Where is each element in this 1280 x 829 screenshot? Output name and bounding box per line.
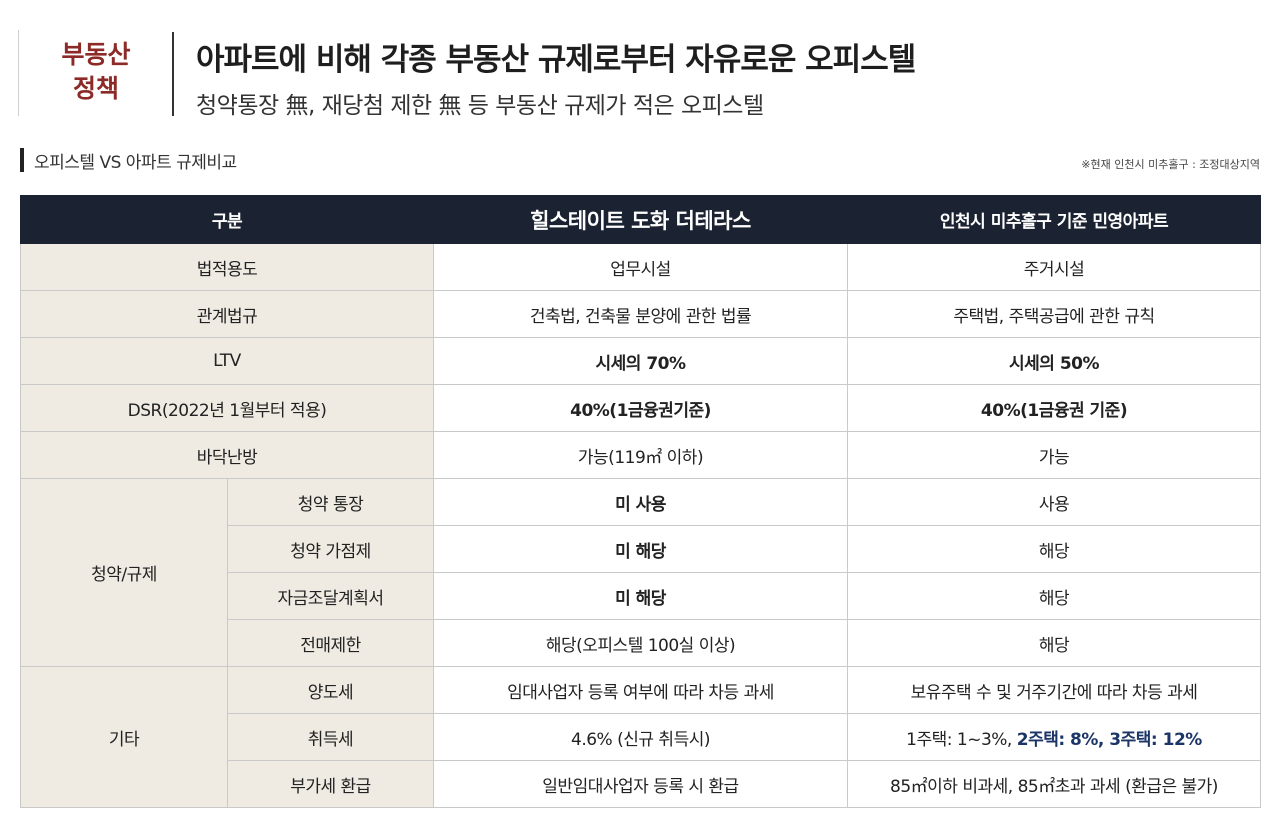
header-apartment: 인천시 미추홀구 기준 민영아파트 [847, 195, 1261, 244]
row-label: 자금조달계획서 [227, 572, 434, 620]
officetel-value: 4.6% (신규 취득시) [433, 713, 848, 761]
category-line-2: 정책 [72, 74, 119, 103]
section-marker [20, 148, 24, 172]
officetel-value: 업무시설 [433, 243, 848, 291]
table-row: 청약/규제 청약 통장 미 사용 사용 [20, 478, 1261, 667]
table-row: DSR(2022년 1월부터 적용) 40%(1금융권기준) 40%(1금융권 … [20, 384, 1261, 432]
apartment-value: 1주택: 1~3%, 2주택: 8%, 3주택: 12% [847, 713, 1261, 761]
officetel-value: 임대사업자 등록 여부에 따라 차등 과세 [433, 666, 848, 714]
header-officetel: 힐스테이트 도화 더테라스 [433, 195, 848, 244]
table-row: 관계법규 건축법, 건축물 분양에 관한 법률 주택법, 주택공급에 관한 규칙 [20, 290, 1261, 338]
apartment-value: 85㎡이하 비과세, 85㎡초과 과세 (환급은 불가) [847, 760, 1261, 808]
value-highlight: 2주택: 8%, 3주택: 12% [1016, 729, 1203, 750]
page-subtitle: 청약통장 無, 재당첨 제한 無 등 부동산 규제가 적은 오피스텔 [196, 93, 764, 119]
table-row: 법적용도 업무시설 주거시설 [20, 243, 1261, 291]
row-label: 바닥난방 [20, 431, 434, 479]
apartment-value: 해당 [847, 619, 1261, 667]
row-label: 양도세 [227, 666, 434, 714]
apartment-value: 해당 [847, 525, 1261, 573]
officetel-value: 40%(1금융권기준) [433, 384, 848, 432]
row-label: 부가세 환급 [227, 760, 434, 808]
group-label: 청약/규제 [20, 478, 228, 667]
page-header: 부동산 정책 아파트에 비해 각종 부동산 규제로부터 자유로운 오피스텔 청약… [0, 0, 1280, 130]
table-row: 취득세 4.6% (신규 취득시) 1주택: 1~3%, 2주택: 8%, 3주… [21, 713, 1261, 761]
apartment-value: 해당 [847, 572, 1261, 620]
category-line-1: 부동산 [61, 40, 131, 69]
table-row: LTV 시세의 70% 시세의 50% [20, 337, 1261, 385]
officetel-value: 미 사용 [433, 478, 848, 526]
apartment-value: 사용 [847, 478, 1261, 526]
apartment-value: 40%(1금융권 기준) [847, 384, 1261, 432]
officetel-value: 시세의 70% [433, 337, 848, 385]
row-label: LTV [20, 337, 434, 385]
table-header-row: 구분 힐스테이트 도화 더테라스 인천시 미추홀구 기준 민영아파트 [20, 195, 1261, 244]
page-title: 아파트에 비해 각종 부동산 규제로부터 자유로운 오피스텔 [196, 42, 916, 78]
footnote: ※현재 인천시 미추홀구 : 조정대상지역 [1081, 158, 1260, 171]
row-label: 법적용도 [20, 243, 434, 291]
table-row: 바닥난방 가능(119㎡ 이하) 가능 [20, 431, 1261, 479]
apartment-value: 보유주택 수 및 거주기간에 따라 차등 과세 [847, 666, 1261, 714]
row-label: 관계법규 [20, 290, 434, 338]
officetel-value: 건축법, 건축물 분양에 관한 법률 [433, 290, 848, 338]
table-row: 기타 양도세 임대사업자 등록 여부에 따라 차등 과세 보유주택 수 및 거주… [20, 666, 1261, 808]
apartment-value: 주택법, 주택공급에 관한 규칙 [847, 290, 1261, 338]
section-title: 오피스텔 VS 아파트 규제비교 [34, 153, 237, 173]
row-label: 청약 가점제 [227, 525, 434, 573]
apartment-value: 가능 [847, 431, 1261, 479]
row-label: 전매제한 [227, 619, 434, 667]
row-label: 취득세 [227, 713, 434, 761]
officetel-value: 일반임대사업자 등록 시 환급 [433, 760, 848, 808]
row-label: DSR(2022년 1월부터 적용) [20, 384, 434, 432]
officetel-value: 미 해당 [433, 525, 848, 573]
apartment-value: 주거시설 [847, 243, 1261, 291]
table-row: 전매제한 해당(오피스텔 100실 이상) 해당 [21, 619, 1261, 667]
table-row: 자금조달계획서 미 해당 해당 [21, 572, 1261, 620]
divider [18, 30, 19, 116]
category-label: 부동산 정책 [50, 38, 142, 106]
divider [172, 32, 174, 116]
value-plain: 1주택: 1~3%, [906, 729, 1017, 750]
comparison-table: 구분 힐스테이트 도화 더테라스 인천시 미추홀구 기준 민영아파트 법적용도 … [20, 195, 1261, 808]
row-label: 청약 통장 [227, 478, 434, 526]
officetel-value: 미 해당 [433, 572, 848, 620]
table-row: 청약 가점제 미 해당 해당 [21, 525, 1261, 573]
header-category: 구분 [20, 195, 434, 244]
officetel-value: 가능(119㎡ 이하) [433, 431, 848, 479]
apartment-value: 시세의 50% [847, 337, 1261, 385]
group-label: 기타 [20, 666, 228, 808]
table-row: 부가세 환급 일반임대사업자 등록 시 환급 85㎡이하 비과세, 85㎡초과 … [21, 760, 1261, 808]
officetel-value: 해당(오피스텔 100실 이상) [433, 619, 848, 667]
